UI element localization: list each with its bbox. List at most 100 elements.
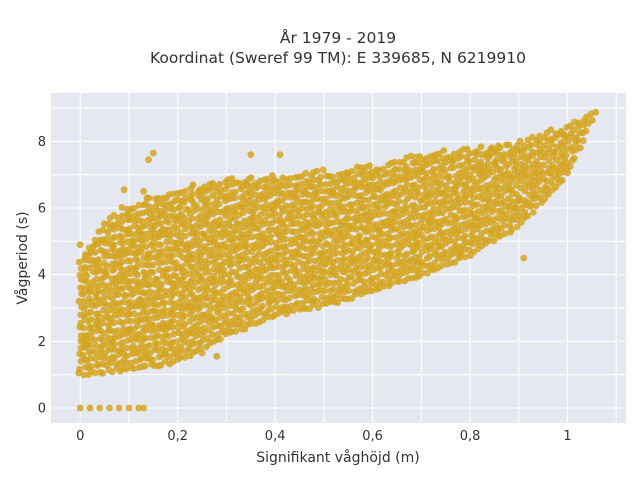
data-point: [376, 226, 384, 233]
data-point: [402, 163, 410, 171]
data-point: [395, 198, 403, 205]
data-point: [415, 239, 422, 247]
data-point: [423, 180, 431, 188]
data-point: [286, 294, 293, 302]
data-point: [450, 163, 458, 171]
data-point: [231, 188, 239, 196]
data-point: [274, 258, 281, 265]
data-point: [254, 225, 262, 233]
data-point: [81, 254, 89, 262]
data-point: [348, 206, 356, 214]
data-point: [157, 220, 165, 228]
data-point: [228, 255, 236, 263]
data-point: [313, 189, 321, 197]
chart-title-line-1: År 1979 - 2019: [279, 29, 397, 47]
data-point: [170, 212, 178, 220]
data-point: [145, 156, 152, 164]
data-point: [340, 203, 348, 211]
data-point: [309, 202, 317, 210]
data-point: [125, 404, 133, 412]
data-point: [371, 193, 379, 201]
data-point: [204, 259, 212, 267]
data-point: [146, 288, 154, 295]
x-tick-label: 1: [563, 429, 571, 444]
data-point: [95, 323, 102, 331]
data-point: [169, 316, 177, 324]
data-point: [118, 266, 126, 274]
data-point: [258, 294, 266, 302]
data-point: [276, 151, 284, 159]
data-point: [219, 300, 227, 308]
data-point: [313, 167, 321, 175]
data-point: [114, 327, 122, 334]
data-point: [239, 209, 247, 217]
data-point: [484, 214, 492, 222]
data-point: [380, 165, 387, 173]
data-point: [137, 296, 145, 304]
data-point: [396, 251, 403, 258]
data-point: [252, 214, 259, 222]
data-point: [459, 161, 467, 169]
data-point: [457, 199, 465, 207]
data-point: [536, 138, 544, 145]
data-point: [162, 201, 170, 209]
data-point: [262, 311, 269, 319]
data-point: [154, 346, 161, 354]
data-point: [432, 151, 440, 159]
data-point: [497, 165, 505, 173]
data-point: [188, 250, 196, 258]
data-point: [161, 348, 169, 355]
data-point: [415, 159, 423, 167]
data-point: [216, 335, 224, 343]
data-point: [145, 274, 153, 282]
data-point: [349, 235, 356, 242]
data-point: [376, 204, 383, 212]
data-point: [508, 198, 516, 206]
data-point: [231, 194, 239, 202]
data-point: [189, 190, 196, 198]
data-point: [243, 243, 251, 250]
data-point: [356, 270, 364, 278]
data-point: [181, 320, 189, 328]
data-point: [126, 225, 133, 233]
data-point: [76, 365, 83, 373]
data-point: [165, 265, 173, 273]
data-point: [227, 295, 235, 303]
y-tick-label: 2: [38, 335, 46, 350]
data-point: [254, 182, 262, 190]
data-point: [294, 291, 302, 299]
data-point: [87, 363, 95, 370]
data-point: [527, 202, 535, 210]
data-point: [306, 257, 313, 264]
data-point: [274, 263, 282, 270]
data-point: [283, 256, 290, 264]
y-tick-label: 8: [38, 135, 46, 150]
data-point: [333, 256, 341, 264]
data-point: [329, 286, 337, 293]
data-point: [508, 176, 516, 184]
data-point: [123, 344, 131, 352]
data-point: [551, 148, 559, 156]
data-point: [219, 293, 227, 300]
data-point: [85, 264, 92, 272]
data-point: [91, 369, 99, 377]
data-point: [516, 194, 523, 202]
data-point: [365, 196, 372, 204]
data-point: [110, 319, 118, 327]
data-point: [95, 296, 103, 304]
data-point: [477, 222, 485, 229]
data-point: [177, 343, 185, 351]
data-point: [290, 213, 298, 221]
data-point: [220, 251, 228, 258]
data-point: [442, 199, 450, 206]
data-point: [321, 268, 329, 276]
data-point: [130, 237, 138, 245]
data-point: [387, 249, 395, 256]
data-point: [142, 230, 150, 238]
data-point: [126, 285, 134, 292]
data-point: [193, 228, 201, 236]
data-point: [513, 223, 521, 231]
data-point: [111, 233, 119, 241]
data-point: [118, 233, 126, 241]
data-point: [170, 290, 178, 297]
